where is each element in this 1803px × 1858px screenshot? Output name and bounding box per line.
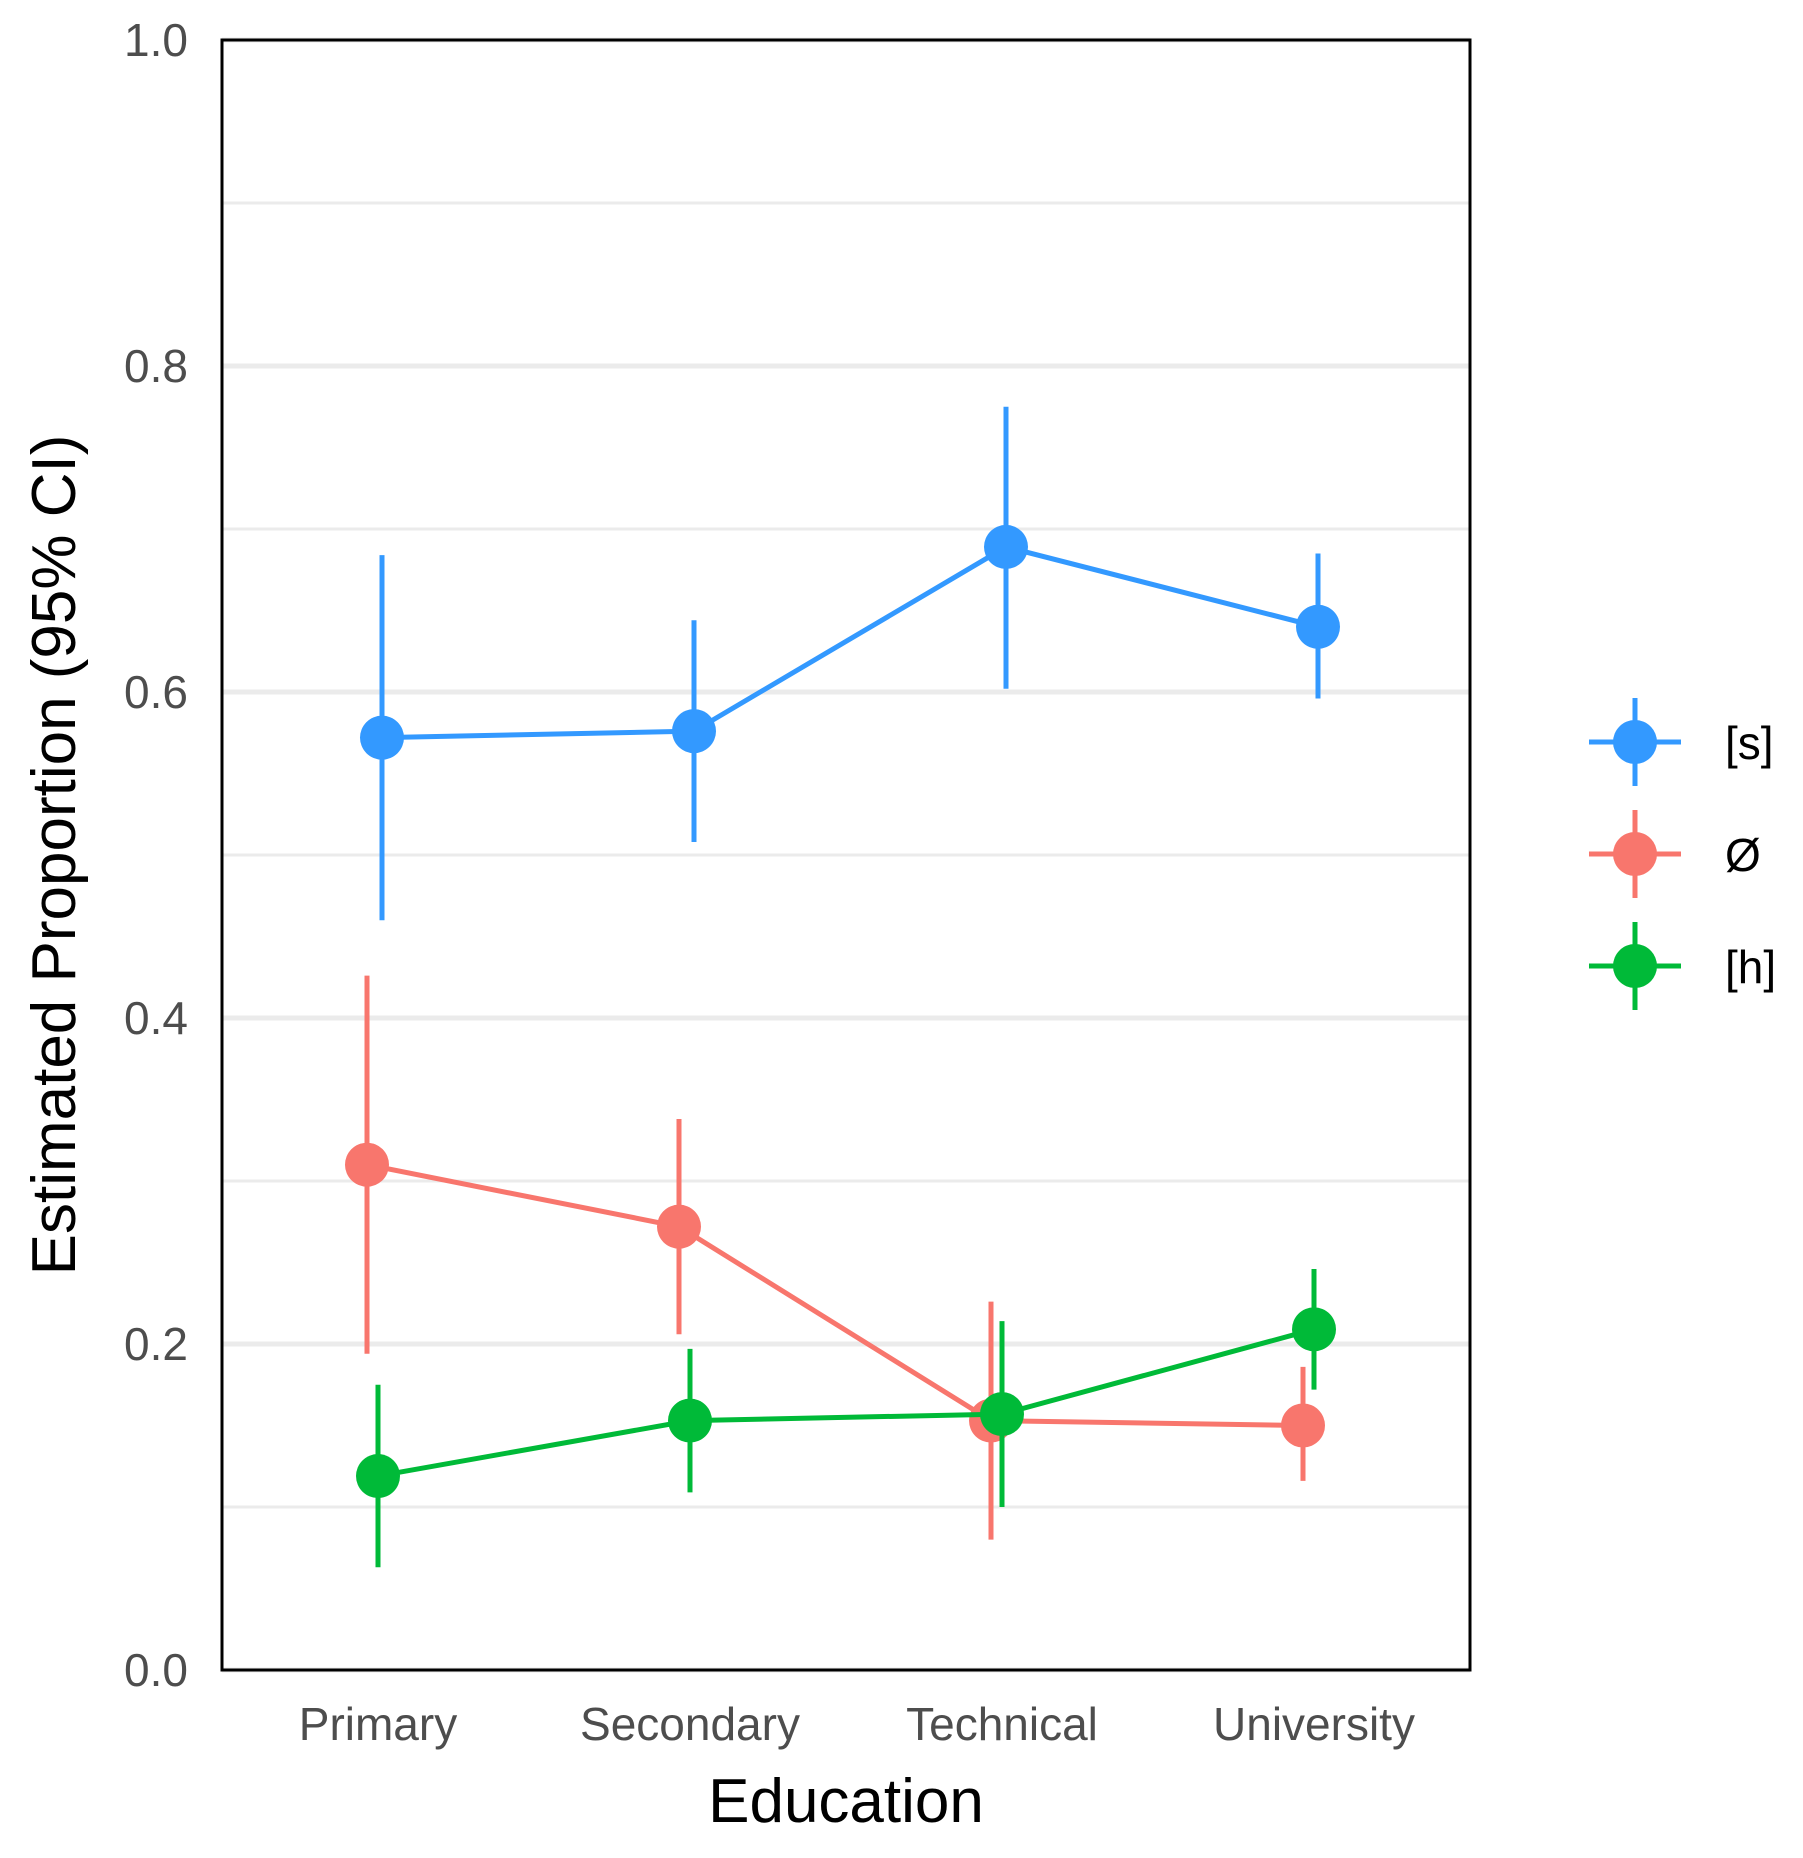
legend-item: [s] <box>1589 698 1774 786</box>
plot-panel-border <box>220 38 1472 1672</box>
y-tick-label: 0.0 <box>124 1644 188 1696</box>
data-point <box>1292 1307 1336 1352</box>
y-tick-label: 1.0 <box>124 14 188 66</box>
x-axis-ticks: Primary Secondary Technical University <box>299 1698 1415 1750</box>
series-line <box>381 544 1319 741</box>
legend-item: [h] <box>1589 922 1776 1010</box>
y-axis-ticks: 0.0 0.2 0.4 0.6 0.8 1.0 <box>124 14 188 1696</box>
legend-key-point <box>1613 944 1657 988</box>
data-point <box>1296 604 1340 649</box>
legend: [s] Ø [h] <box>1589 698 1776 1010</box>
data-point <box>984 524 1028 569</box>
legend-label: Ø <box>1725 829 1761 881</box>
x-tick-label: University <box>1213 1698 1415 1750</box>
y-tick-label: 0.6 <box>124 666 188 718</box>
data-point <box>668 1398 712 1443</box>
legend-key-point <box>1613 832 1657 876</box>
y-tick-label: 0.4 <box>124 992 188 1044</box>
x-tick-label: Technical <box>906 1698 1098 1750</box>
x-tick-label: Primary <box>299 1698 457 1750</box>
x-axis-title: Education <box>708 1767 984 1836</box>
legend-item: Ø <box>1589 810 1761 898</box>
x-tick-label: Secondary <box>580 1698 800 1750</box>
series-line <box>377 1326 1315 1479</box>
legend-key-point <box>1613 720 1657 764</box>
series-1 <box>360 406 1340 921</box>
legend-label: [s] <box>1725 717 1774 769</box>
data-point <box>1281 1403 1325 1448</box>
series-3 <box>356 1269 1336 1568</box>
series-line <box>366 1162 1304 1428</box>
data-point <box>657 1204 701 1249</box>
data-point <box>356 1454 400 1499</box>
legend-label: [h] <box>1725 941 1776 993</box>
y-tick-label: 0.2 <box>124 1318 188 1370</box>
y-tick-label: 0.8 <box>124 340 188 392</box>
y-axis-title: Estimated Proportion (95% CI) <box>20 435 89 1276</box>
series-layer <box>345 406 1340 1568</box>
data-point <box>345 1142 389 1187</box>
data-point <box>672 709 716 754</box>
data-point <box>360 715 404 760</box>
data-point <box>980 1392 1024 1437</box>
